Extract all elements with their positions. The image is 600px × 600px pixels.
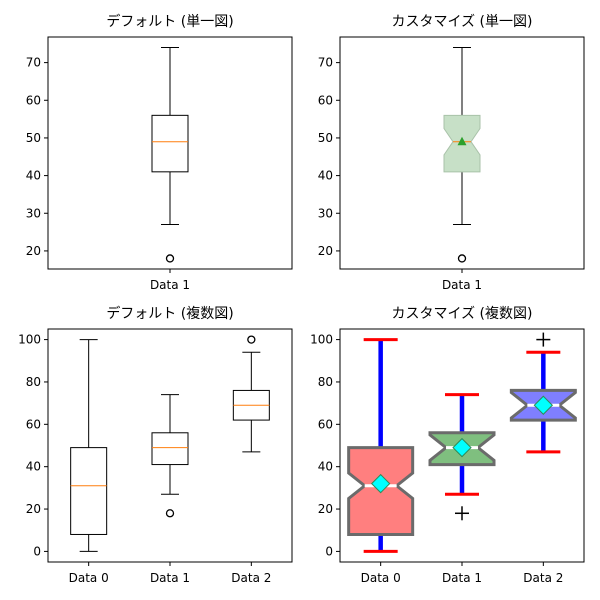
box xyxy=(151,114,189,173)
y-tick-label: 70 xyxy=(318,56,333,70)
panel-custom-multi: カスタマイズ (複数図) 0 20 40 60 80 100 Data 0 Data 1 Dat… xyxy=(310,305,585,585)
x-tick-label: Data 0 xyxy=(69,571,109,585)
y-tick-label: 80 xyxy=(26,375,41,389)
y-tick-label: 100 xyxy=(18,333,41,347)
panel-title: デフォルト (複数図) xyxy=(106,305,233,322)
x-tick-label: Data 2 xyxy=(231,571,271,585)
plot-area: 20 30 40 50 60 70 Data 1 xyxy=(26,36,293,292)
y-tick-label: 20 xyxy=(318,244,333,258)
box xyxy=(70,447,108,535)
y-tick-label: 50 xyxy=(318,131,333,145)
y-tick-label: 40 xyxy=(26,460,41,474)
y-tick-label: 60 xyxy=(26,93,41,107)
x-tick-label: Data 1 xyxy=(150,571,190,585)
x-tick-label: Data 1 xyxy=(442,571,482,585)
plot-area: 20 30 40 50 60 70 Data 1 xyxy=(318,36,585,292)
y-tick-label: 40 xyxy=(26,169,41,183)
y-tick-label: 30 xyxy=(318,206,333,220)
flier xyxy=(165,254,175,263)
mean-marker xyxy=(457,136,467,146)
y-tick-label: 60 xyxy=(26,417,41,431)
y-tick-label: 40 xyxy=(318,169,333,183)
y-tick-label: 0 xyxy=(325,544,333,558)
x-tick-label: Data 2 xyxy=(523,571,563,585)
x-tick-label: Data 1 xyxy=(150,278,190,292)
y-tick-label: 100 xyxy=(310,333,333,347)
panel-default-multi: デフォルト (複数図) 0 20 40 60 80 100 Data 0 Data 1 Data… xyxy=(18,305,293,585)
flier xyxy=(457,254,467,263)
mean-marker xyxy=(370,473,391,494)
plot-area: 0 20 40 60 80 100 Data 0 Data 1 Data 2 xyxy=(18,328,293,585)
y-tick-label: 20 xyxy=(26,244,41,258)
panel-title: デフォルト (単一図) xyxy=(106,13,233,30)
y-tick-label: 60 xyxy=(318,93,333,107)
flier xyxy=(247,335,256,344)
y-tick-label: 20 xyxy=(26,502,41,516)
x-tick-label: Data 0 xyxy=(361,571,401,585)
box xyxy=(151,432,189,466)
y-tick-label: 0 xyxy=(33,544,41,558)
panel-default-single: デフォルト (単一図) 20 30 40 50 60 70 Data 1 xyxy=(26,13,293,292)
y-tick-label: 20 xyxy=(318,502,333,516)
panel-title: カスタマイズ (複数図) xyxy=(392,305,533,322)
panel-title: カスタマイズ (単一図) xyxy=(392,14,533,30)
y-tick-label: 50 xyxy=(26,131,41,145)
plot-area: 0 20 40 60 80 100 Data 0 Data 1 Data 2 xyxy=(310,328,585,585)
y-tick-label: 30 xyxy=(26,206,41,220)
panel-custom-single: カスタマイズ (単一図) 20 30 40 50 60 70 Data 1 xyxy=(318,14,585,292)
y-tick-label: 40 xyxy=(318,460,333,474)
y-tick-label: 80 xyxy=(318,375,333,389)
y-tick-label: 60 xyxy=(318,417,333,431)
y-tick-label: 70 xyxy=(26,56,41,70)
mean-marker xyxy=(452,437,472,458)
x-tick-label: Data 1 xyxy=(442,278,482,292)
flier xyxy=(165,509,175,518)
mean-marker xyxy=(533,395,554,415)
